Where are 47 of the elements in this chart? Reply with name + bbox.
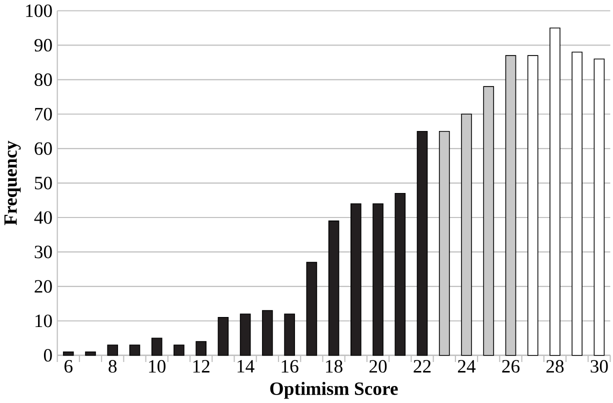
- x-tick-label: 18: [326, 360, 342, 373]
- bar: [350, 203, 362, 356]
- x-tick-label: 24: [458, 360, 476, 372]
- bar: [196, 341, 206, 356]
- x-tick-label: 12: [193, 360, 210, 372]
- x-tick-label: 16: [282, 360, 298, 372]
- bar: [129, 344, 140, 356]
- bar: [174, 344, 184, 356]
- y-tick-label: 40: [34, 211, 52, 224]
- y-tick-label: 20: [34, 280, 52, 293]
- x-tick-label: 10: [149, 360, 166, 373]
- bar: [572, 52, 582, 356]
- x-tick-label: 8: [108, 360, 117, 373]
- bar: [306, 262, 318, 356]
- x-tick-label: 26: [502, 360, 520, 372]
- x-tick-label: 22: [414, 360, 431, 372]
- y-tick-label: 50: [34, 176, 52, 190]
- x-tick-label: 14: [238, 360, 254, 372]
- bar: [85, 351, 96, 356]
- bar: [594, 58, 605, 356]
- bar: [107, 344, 118, 356]
- x-tick-label: 30: [590, 360, 608, 373]
- y-tick-label: 100: [26, 4, 52, 17]
- bar: [550, 27, 560, 356]
- bar: [328, 220, 340, 356]
- bar: [527, 55, 538, 356]
- y-tick-label: 90: [34, 38, 52, 52]
- x-tick-label: 6: [64, 360, 73, 372]
- bar: [218, 316, 229, 356]
- y-axis-title: Frequency: [4, 140, 21, 226]
- x-tick-label: 28: [546, 360, 564, 373]
- bar: [416, 130, 428, 356]
- bar: [372, 203, 384, 356]
- bar: [240, 313, 251, 356]
- y-tick-label: 30: [34, 246, 52, 258]
- y-tick-label: 10: [36, 314, 52, 328]
- y-tick-label: 0: [44, 348, 52, 362]
- bar: [262, 310, 273, 356]
- y-tick-label: 70: [35, 108, 52, 120]
- bar: [284, 313, 295, 356]
- bar: [62, 351, 74, 356]
- y-tick-label: 60: [34, 142, 52, 155]
- bar: [394, 192, 406, 356]
- y-tick-label: 80: [34, 73, 52, 86]
- x-tick-label: 20: [369, 360, 387, 373]
- x-axis-title: Optimism Score: [270, 382, 398, 399]
- bar: [151, 338, 162, 356]
